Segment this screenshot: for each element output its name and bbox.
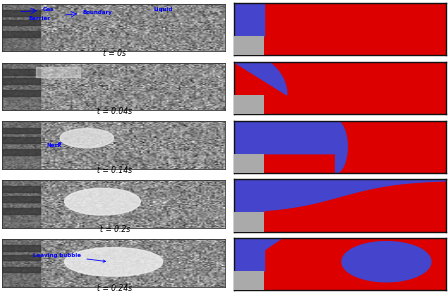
Text: Gas: Gas: [42, 7, 54, 12]
Text: t = 0.2s: t = 0.2s: [99, 225, 130, 234]
Text: t = 0.14s: t = 0.14s: [97, 166, 132, 175]
Text: Barrier: Barrier: [29, 16, 51, 21]
Polygon shape: [342, 242, 431, 282]
Polygon shape: [60, 128, 114, 148]
Text: t = 0.24s: t = 0.24s: [97, 284, 132, 293]
Bar: [234, 36, 263, 55]
Text: Neck: Neck: [47, 143, 62, 148]
Text: Leaving bubble: Leaving bubble: [34, 253, 105, 262]
Polygon shape: [65, 248, 163, 276]
Text: t = 0.04s: t = 0.04s: [97, 107, 132, 116]
Text: Boundary: Boundary: [82, 10, 112, 15]
Polygon shape: [65, 188, 140, 215]
Text: Liquid: Liquid: [154, 7, 173, 12]
Bar: [234, 271, 263, 290]
Polygon shape: [234, 121, 347, 173]
Text: t = 0s: t = 0s: [103, 49, 126, 58]
Bar: [234, 213, 263, 232]
Bar: [234, 154, 263, 173]
Polygon shape: [234, 51, 287, 95]
Bar: [234, 95, 263, 114]
